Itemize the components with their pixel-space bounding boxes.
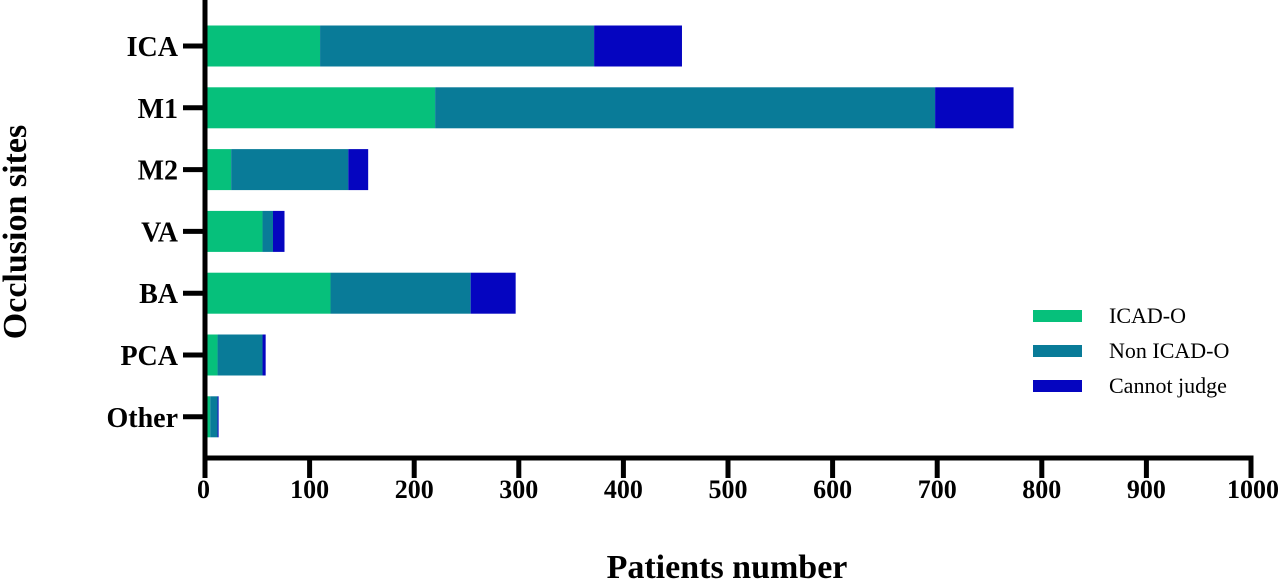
- x-tick-label-300: 300: [499, 475, 538, 504]
- bar-ica-cannot-judge: [594, 25, 682, 67]
- bar-va-non-icad-o: [262, 210, 273, 252]
- y-tick-label-ba: BA: [139, 279, 179, 310]
- bar-other-cannot-judge: [217, 396, 219, 438]
- bar-ba-non-icad-o: [330, 272, 471, 314]
- y-tick-label-m2: M2: [138, 156, 178, 187]
- bar-other-icad-o: [205, 396, 211, 438]
- bar-m1-non-icad-o: [435, 87, 936, 129]
- bar-m2-cannot-judge: [348, 149, 369, 191]
- x-tick-label-400: 400: [604, 475, 643, 504]
- legend-swatch-non-icad-o: [1033, 345, 1082, 357]
- y-tick-label-ica: ICA: [127, 32, 179, 63]
- bar-pca-icad-o: [205, 334, 218, 376]
- bar-ba-cannot-judge: [470, 272, 516, 314]
- x-tick-label-200: 200: [395, 475, 434, 504]
- bar-m2-non-icad-o: [231, 149, 349, 191]
- axes-layer: [202, 0, 1254, 461]
- x-tick-label-0: 0: [197, 475, 210, 504]
- bar-va-icad-o: [205, 210, 263, 252]
- bar-m1-cannot-judge: [935, 87, 1014, 129]
- y-tick-label-pca: PCA: [120, 341, 178, 372]
- x-axis-title: Patients number: [607, 549, 848, 581]
- x-tick-label-100: 100: [290, 475, 329, 504]
- x-tick-label-800: 800: [1022, 475, 1061, 504]
- bar-pca-non-icad-o: [217, 334, 263, 376]
- bars-layer: [205, 25, 1014, 438]
- x-tick-label-500: 500: [709, 475, 748, 504]
- legend-label-icad-o: ICAD-O: [1109, 303, 1186, 328]
- bar-m2-icad-o: [205, 149, 232, 191]
- legend-swatch-cannot-judge: [1033, 380, 1082, 392]
- x-ticks: 0 100 200 300 400 500 600 700 800 900 1000: [197, 458, 1279, 504]
- bar-ica-non-icad-o: [320, 25, 595, 67]
- y-tick-label-m1: M1: [138, 94, 178, 125]
- x-tick-label-700: 700: [918, 475, 957, 504]
- legend-label-cannot-judge: Cannot judge: [1109, 373, 1227, 398]
- bar-pca-cannot-judge: [262, 334, 266, 376]
- x-tick-label-600: 600: [813, 475, 852, 504]
- legend: ICAD-O Non ICAD-O Cannot judge: [1033, 303, 1229, 398]
- x-tick-label-1000: 1000: [1227, 475, 1279, 504]
- y-tick-label-va: VA: [141, 217, 179, 248]
- bar-ba-icad-o: [205, 272, 331, 314]
- bar-m1-icad-o: [205, 87, 436, 129]
- y-ticks: ICA M1 M2 VA BA PCA Other: [106, 32, 205, 434]
- y-axis-title: Occlusion sites: [0, 125, 34, 339]
- legend-swatch-icad-o: [1033, 310, 1082, 322]
- y-tick-label-other: Other: [106, 403, 178, 434]
- bar-other-non-icad-o: [210, 396, 218, 438]
- x-tick-label-900: 900: [1127, 475, 1166, 504]
- bar-ica-icad-o: [205, 25, 321, 67]
- legend-label-non-icad-o: Non ICAD-O: [1109, 338, 1229, 363]
- bar-va-cannot-judge: [272, 210, 285, 252]
